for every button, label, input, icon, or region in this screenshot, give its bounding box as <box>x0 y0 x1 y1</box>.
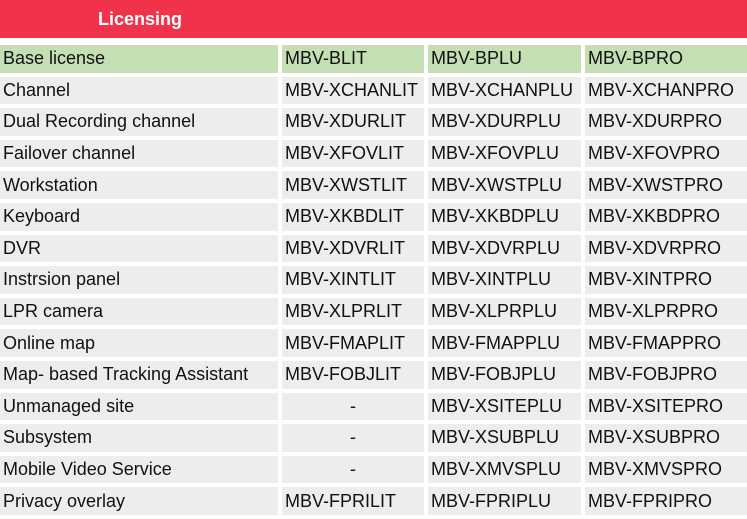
cell-feature: Channel <box>0 76 282 105</box>
cell-plus: MBV-XWSTPLU <box>428 171 585 199</box>
cell-lite: MBV-XFOVLIT <box>282 139 428 168</box>
table-row: Keyboard MBV-XKBDLIT MBV-XKBDPLU MBV-XKBDPR… <box>0 202 747 231</box>
table-row: Dual Recording channel MBV-XDURLIT MBV-XDU… <box>0 108 747 136</box>
cell-feature: Privacy overlay <box>0 487 282 515</box>
cell-feature: Unmanaged site <box>0 392 282 421</box>
cell-lite: - <box>282 455 428 484</box>
table-row: Workstation MBV-XWSTLIT MBV-XWSTPLU MBV-XWS… <box>0 171 747 199</box>
table-row: Subsystem - MBV-XSUBPLU MBV-XSUBPRO <box>0 424 747 452</box>
table-row: Map- based Tracking Assistant MBV-FOBJLIT… <box>0 360 747 389</box>
table-row: DVR MBV-XDVRLIT MBV-XDVRPLU MBV-XDVRPRO <box>0 234 747 263</box>
cell-plus: MBV-FOBJPLU <box>428 360 585 389</box>
table-row: Unmanaged site - MBV-XSITEPLU MBV-XSITEPRO <box>0 392 747 421</box>
cell-lite: - <box>282 392 428 421</box>
table-header-row: Base license MBV-BLIT MBV-BPLU MBV-BPRO <box>0 45 747 73</box>
cell-plus: MBV-FPRIPLU <box>428 487 585 515</box>
cell-pro: MBV-XLPRPRO <box>585 297 747 326</box>
cell-feature: Mobile Video Service <box>0 455 282 484</box>
cell-lite: MBV-FPRILIT <box>282 487 428 515</box>
cell-pro: MBV-FMAPPRO <box>585 329 747 357</box>
cell-pro: MBV-XFOVPRO <box>585 139 747 168</box>
cell-feature: Online map <box>0 329 282 357</box>
cell-plus: MBV-XCHANPLU <box>428 76 585 105</box>
cell-plus: MBV-XDURPLU <box>428 108 585 136</box>
cell-pro: MBV-XDURPRO <box>585 108 747 136</box>
cell-lite: MBV-XINTLIT <box>282 266 428 294</box>
cell-pro: MBV-XINTPRO <box>585 266 747 294</box>
cell-pro: MBV-XCHANPRO <box>585 76 747 105</box>
cell-plus: MBV-XMVSPLU <box>428 455 585 484</box>
table-row: Mobile Video Service - MBV-XMVSPLU MBV-XMVS… <box>0 455 747 484</box>
cell-feature: Map- based Tracking Assistant <box>0 360 282 389</box>
cell-plus: MBV-XLPRPLU <box>428 297 585 326</box>
cell-feature: LPR camera <box>0 297 282 326</box>
table-row: Instrsion panel MBV-XINTLIT MBV-XINTPLU MBV… <box>0 266 747 294</box>
cell-feature: DVR <box>0 234 282 263</box>
cell-lite: MBV-XLPRLIT <box>282 297 428 326</box>
cell-plus: MBV-FMAPPLU <box>428 329 585 357</box>
header-cell-feature: Base license <box>0 45 282 73</box>
title-bar: Licensing <box>0 0 747 38</box>
cell-pro: MBV-XMVSPRO <box>585 455 747 484</box>
cell-feature: Dual Recording channel <box>0 108 282 136</box>
cell-feature: Keyboard <box>0 202 282 231</box>
cell-feature: Workstation <box>0 171 282 199</box>
licensing-table: Base license MBV-BLIT MBV-BPLU MBV-BPRO … <box>0 41 747 519</box>
table-row: Channel MBV-XCHANLIT MBV-XCHANPLU MBV-XCHAN… <box>0 76 747 105</box>
cell-pro: MBV-XKBDPRO <box>585 202 747 231</box>
header-cell-lite: MBV-BLIT <box>282 45 428 73</box>
cell-feature: Subsystem <box>0 424 282 452</box>
cell-plus: MBV-XDVRPLU <box>428 234 585 263</box>
header-cell-plus: MBV-BPLU <box>428 45 585 73</box>
cell-lite: MBV-XKBDLIT <box>282 202 428 231</box>
header-cell-pro: MBV-BPRO <box>585 45 747 73</box>
cell-lite: MBV-XDURLIT <box>282 108 428 136</box>
table-row: Online map MBV-FMAPLIT MBV-FMAPPLU MBV-FMAP… <box>0 329 747 357</box>
cell-lite: - <box>282 424 428 452</box>
cell-pro: MBV-XDVRPRO <box>585 234 747 263</box>
cell-pro: MBV-FPRIPRO <box>585 487 747 515</box>
cell-plus: MBV-XSITEPLU <box>428 392 585 421</box>
table-row: Failover channel MBV-XFOVLIT MBV-XFOVPLU MB… <box>0 139 747 168</box>
page-title: Licensing <box>98 9 183 29</box>
cell-feature: Instrsion panel <box>0 266 282 294</box>
licensing-table-body: Base license MBV-BLIT MBV-BPLU MBV-BPRO … <box>0 45 747 515</box>
cell-feature: Failover channel <box>0 139 282 168</box>
cell-lite: MBV-XDVRLIT <box>282 234 428 263</box>
cell-lite: MBV-XCHANLIT <box>282 76 428 105</box>
cell-lite: MBV-XWSTLIT <box>282 171 428 199</box>
cell-lite: MBV-FMAPLIT <box>282 329 428 357</box>
cell-plus: MBV-XINTPLU <box>428 266 585 294</box>
cell-pro: MBV-XSUBPRO <box>585 424 747 452</box>
cell-pro: MBV-FOBJPRO <box>585 360 747 389</box>
table-row: Privacy overlay MBV-FPRILIT MBV-FPRIPLU MBV… <box>0 487 747 515</box>
cell-plus: MBV-XFOVPLU <box>428 139 585 168</box>
table-row: LPR camera MBV-XLPRLIT MBV-XLPRPLU MBV-XLPR… <box>0 297 747 326</box>
cell-plus: MBV-XKBDPLU <box>428 202 585 231</box>
cell-lite: MBV-FOBJLIT <box>282 360 428 389</box>
cell-pro: MBV-XSITEPRO <box>585 392 747 421</box>
cell-plus: MBV-XSUBPLU <box>428 424 585 452</box>
cell-pro: MBV-XWSTPRO <box>585 171 747 199</box>
